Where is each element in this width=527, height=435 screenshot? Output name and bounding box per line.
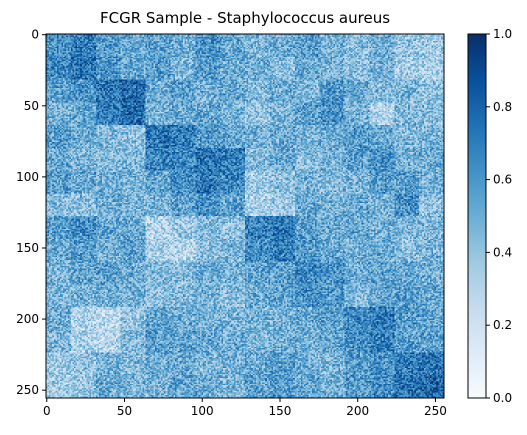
colorbar-tick-label: 0.6 (493, 173, 512, 187)
heatmap-image (46, 34, 444, 398)
colorbar-tick-label: 0.0 (493, 391, 512, 405)
chart-title: FCGR Sample - Staphylococcus aureus (100, 9, 390, 27)
y-axis-ticks: 0 50 100 150 200 250 (16, 28, 46, 397)
colorbar-ticks: 0.0 0.2 0.4 0.6 0.8 1.0 (486, 27, 512, 405)
colorbar-tick-label: 0.2 (493, 318, 512, 332)
colorbar-tick-label: 1.0 (493, 27, 512, 41)
x-axis-ticks: 0 50 100 150 200 250 (43, 398, 447, 418)
x-tick-label: 100 (191, 404, 214, 418)
x-tick-label: 250 (424, 404, 447, 418)
colorbar-frame (467, 33, 487, 399)
x-tick-label: 50 (117, 404, 132, 418)
y-tick-label: 200 (16, 312, 39, 326)
colorbar-tick-label: 0.4 (493, 245, 512, 259)
y-tick-label: 150 (16, 241, 39, 255)
colorbar-tick-label: 0.8 (493, 100, 512, 114)
y-tick-label: 100 (16, 170, 39, 184)
colorbar-gradient (468, 34, 486, 398)
x-tick-label: 150 (269, 404, 292, 418)
x-tick-label: 200 (346, 404, 369, 418)
y-tick-label: 0 (31, 28, 39, 42)
x-tick-label: 0 (43, 404, 51, 418)
y-tick-label: 250 (16, 383, 39, 397)
heatmap-frame (45, 33, 445, 399)
y-tick-label: 50 (24, 99, 39, 113)
